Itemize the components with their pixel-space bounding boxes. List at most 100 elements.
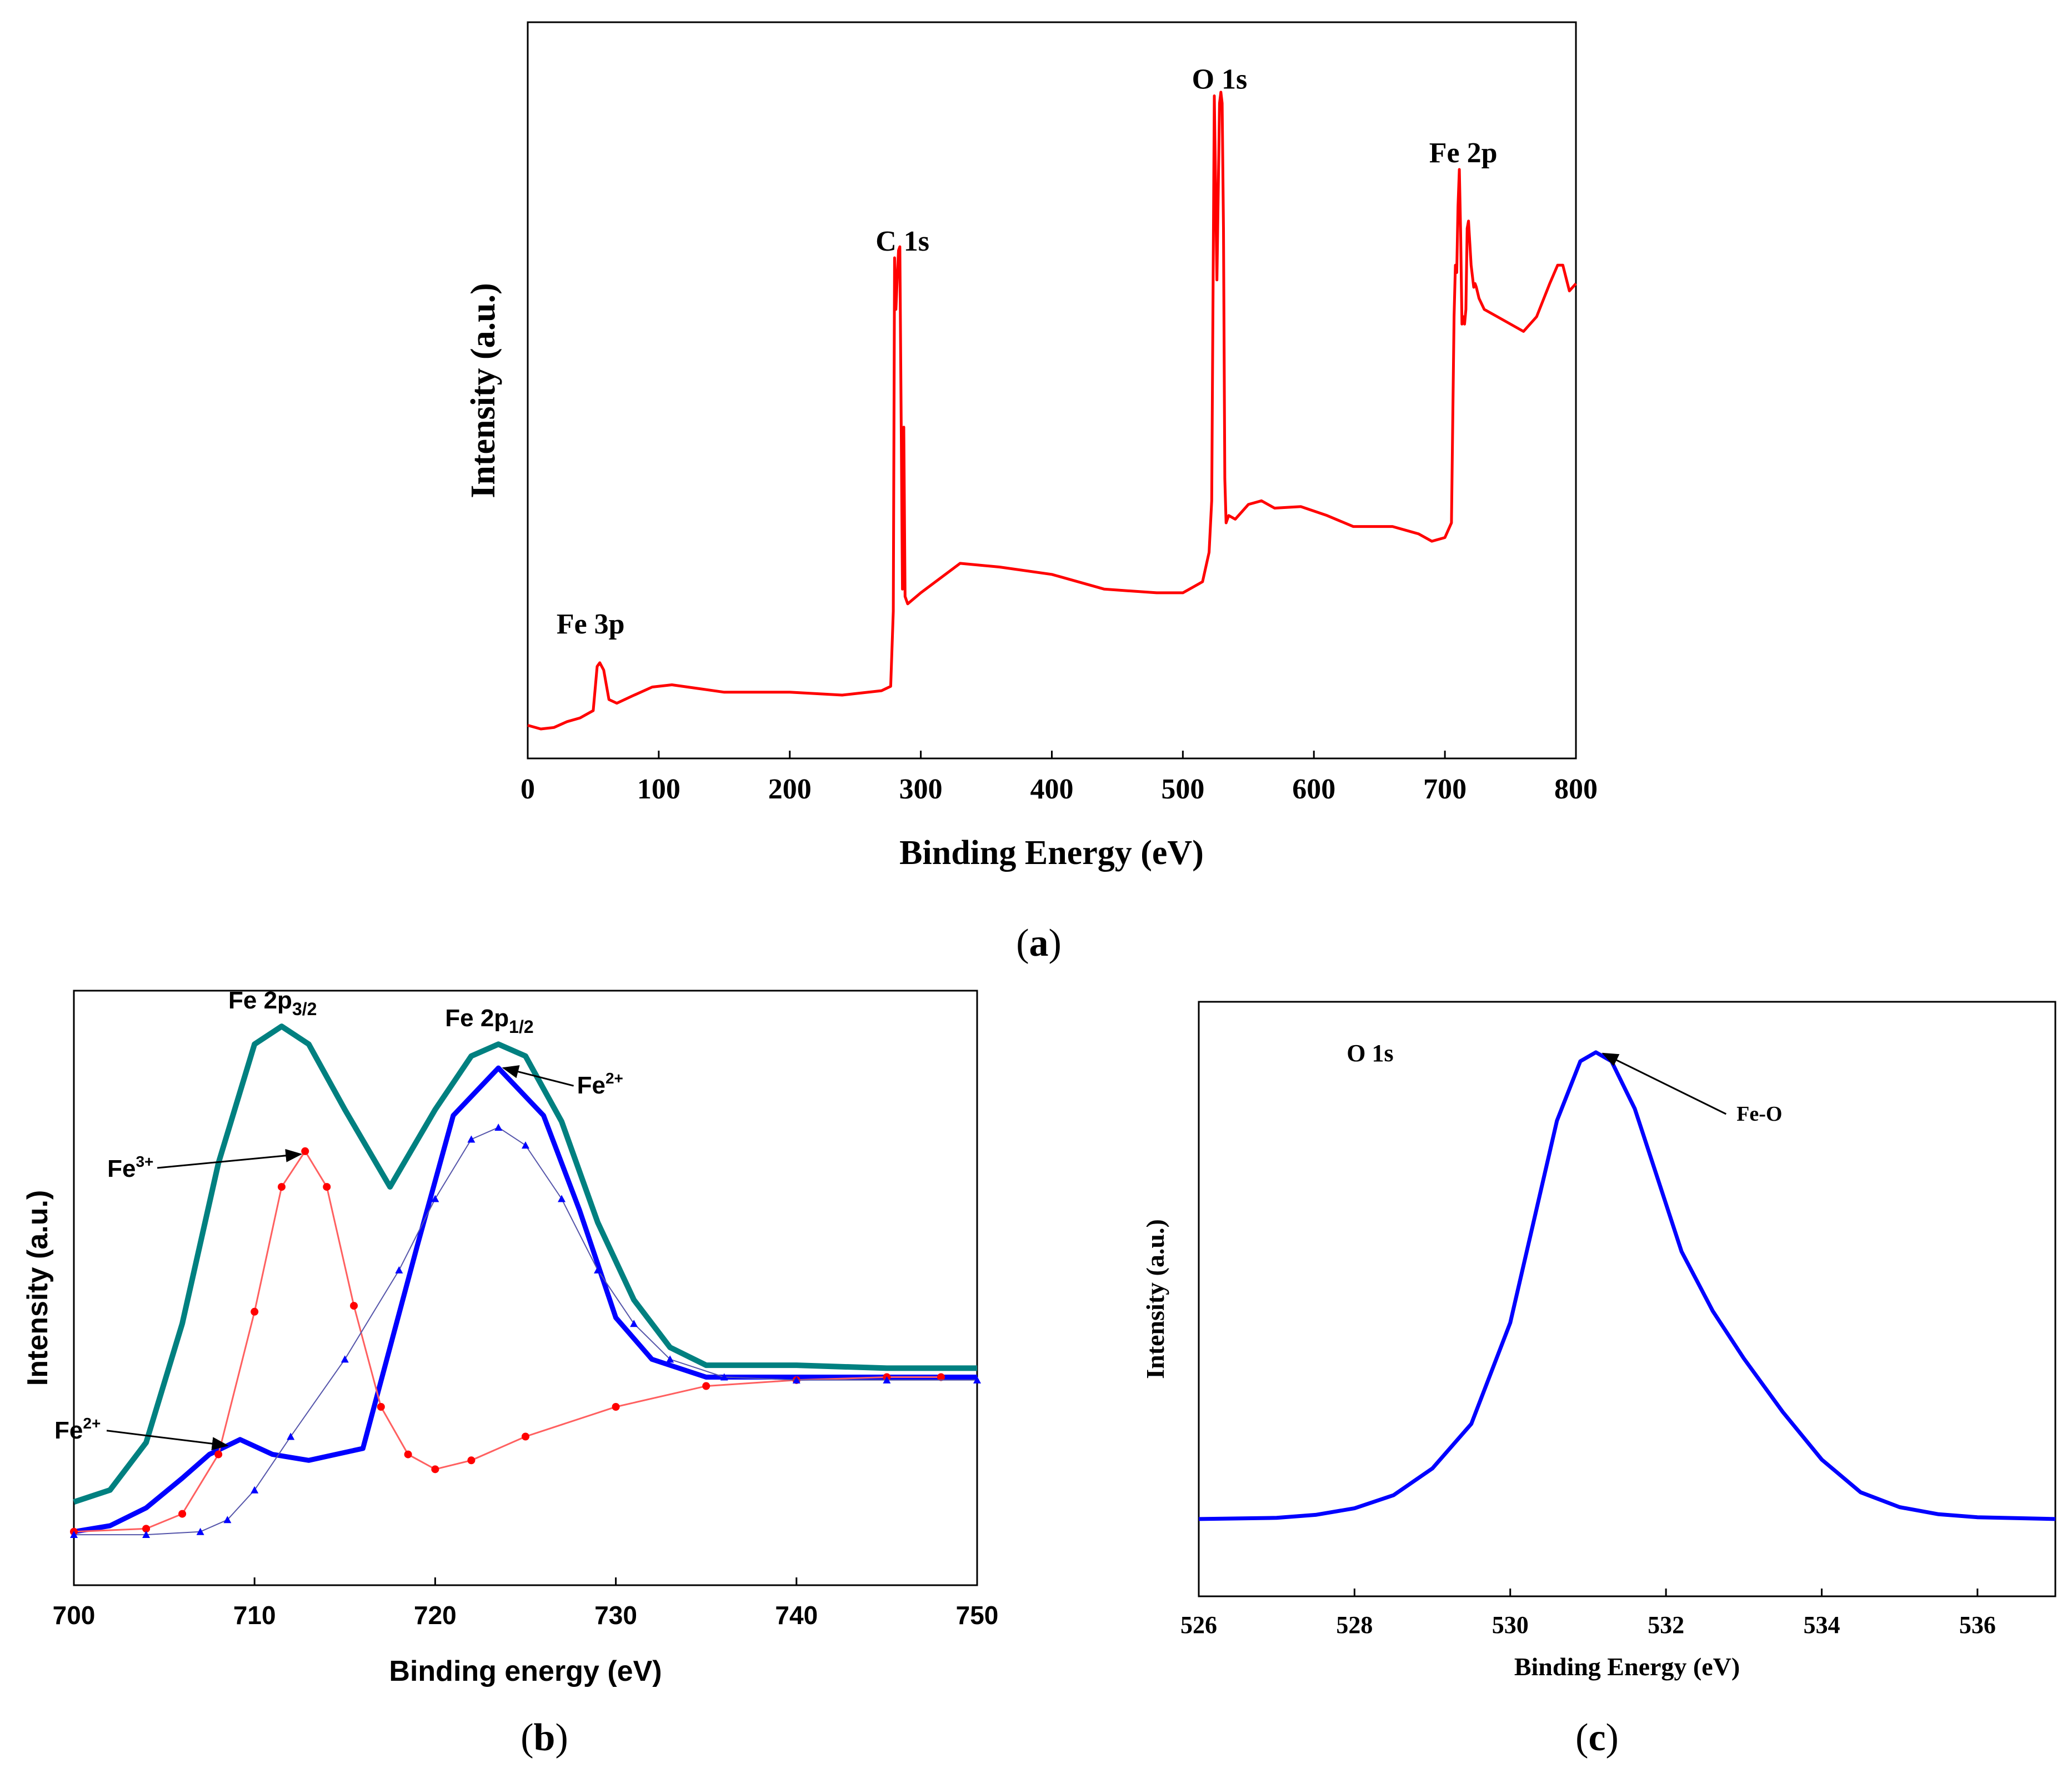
- panel-b-data-point: [404, 1450, 412, 1459]
- panel-b-x-tick-label: 730: [594, 1601, 637, 1630]
- panel-b-data-point: [323, 1183, 331, 1191]
- panel-b-data-point: [522, 1432, 529, 1441]
- panel-c: 526 528 530 532 534 536 O 1s Fe-O Binding Ener…: [1141, 1001, 2056, 1759]
- panel-a-peak-label: O 1s: [1192, 63, 1248, 95]
- panel-b-data-point: [630, 1320, 638, 1327]
- panel-b-data-point: [431, 1195, 439, 1202]
- panel-b-data-point: [196, 1527, 204, 1535]
- panel-b-data-point: [214, 1450, 223, 1459]
- panel-c-arrow: [1601, 1052, 1726, 1115]
- panel-b-x-label: Binding energy (eV): [389, 1655, 662, 1687]
- panel-c-x-tick-label: 532: [1648, 1611, 1684, 1639]
- panel-a: 0 100 200 300 400 500 600 700 800 Fe 3pC 1sO 1sF…: [464, 21, 1598, 965]
- panel-a-peak-label: Fe 2p: [1429, 137, 1498, 169]
- panel-b-label-superscript: 3+: [136, 1153, 153, 1170]
- panel-b-annotations: Fe 2p3/2 Fe 2p1/2 Fe3+ Fe2+ Fe2+: [54, 987, 623, 1451]
- panel-b-data-point: [350, 1302, 358, 1310]
- panel-b-series-line: [73, 1150, 941, 1533]
- panel-b-label-subscript: 3/2: [292, 999, 317, 1019]
- panel-b-data-point: [522, 1141, 529, 1149]
- panel-a-annotations: Fe 3p C 1s O 1s Fe 2p: [557, 63, 1498, 640]
- panel-b-x-tick-label: 700: [53, 1601, 96, 1630]
- panel-b-data-point: [301, 1147, 309, 1155]
- panel-c-x-label: Binding Energy (eV): [1514, 1652, 1740, 1681]
- panel-b-label-superscript: 2+: [83, 1415, 101, 1432]
- panel-b-data-point: [341, 1355, 349, 1363]
- panel-c-caption: (c): [1575, 1716, 1619, 1759]
- panel-a-x-ticks: 0 100 200 300 400 500 600 700 800: [520, 751, 1598, 805]
- panel-b-data-point: [277, 1183, 286, 1191]
- panel-b-data-point: [594, 1266, 602, 1273]
- panel-b-data-point: [431, 1465, 439, 1474]
- panel-b-data-point: [178, 1510, 187, 1518]
- panel-b-data-point: [467, 1456, 476, 1465]
- panel-b-data-point: [883, 1376, 891, 1384]
- panel-c-x-ticks: 526 528 530 532 534 536: [1180, 1589, 1996, 1639]
- panel-b-peak-label: Fe2+: [577, 1070, 623, 1099]
- panel-b-data-point: [720, 1373, 728, 1381]
- panel-b-data-point: [494, 1123, 503, 1131]
- panel-b-data-point: [395, 1266, 403, 1273]
- panel-a-x-tick-label: 600: [1292, 773, 1335, 805]
- panel-b-data-point: [467, 1135, 476, 1143]
- panel-a-x-tick-label: 0: [520, 773, 535, 805]
- panel-a-x-tick-label: 300: [899, 773, 943, 805]
- panel-b-plot-frame: [73, 990, 978, 1586]
- panel-b-y-label: Intensity (a.u.): [22, 1190, 54, 1386]
- panel-c-x-tick-label: 536: [1959, 1611, 1996, 1639]
- panel-a-caption: (a): [1016, 922, 1062, 965]
- panel-b-peak-label: Fe3+: [107, 1153, 153, 1182]
- panel-a-survey-line: [527, 91, 1577, 731]
- panel-b-data-point: [558, 1195, 566, 1202]
- panel-a-x-tick-label: 700: [1423, 773, 1467, 805]
- panel-a-peak-label: Fe 3p: [557, 608, 625, 640]
- panel-b-data-point: [251, 1307, 259, 1316]
- panel-c-x-tick-label: 526: [1180, 1611, 1217, 1639]
- panel-c-peak-label: Fe-O: [1736, 1102, 1782, 1126]
- panel-b-data-point: [666, 1355, 674, 1363]
- panel-b-data-point: [223, 1516, 232, 1524]
- panel-c-y-label: Intensity (a.u.): [1141, 1219, 1169, 1379]
- panel-b-arrow: [502, 1065, 574, 1087]
- panel-a-y-label: Intensity (a.u.): [464, 283, 502, 498]
- panel-a-plot-frame: [527, 21, 1577, 760]
- panel-c-region-label: O 1s: [1347, 1040, 1393, 1067]
- panel-b-data-point: [251, 1486, 259, 1494]
- panel-b-x-tick-label: 720: [414, 1601, 457, 1630]
- panel-a-x-tick-label: 400: [1030, 773, 1074, 805]
- panel-b-series-line: [74, 1126, 977, 1536]
- panel-b-peak-label: Fe2+: [54, 1415, 101, 1444]
- panel-b-data-point: [70, 1531, 78, 1539]
- panel-a-x-tick-label: 200: [768, 773, 812, 805]
- panel-b-x-tick-label: 750: [956, 1601, 999, 1630]
- panel-c-o1s-line: [1198, 1050, 2056, 1521]
- panel-b-arrow: [157, 1148, 303, 1169]
- panel-b-data-point: [142, 1531, 151, 1539]
- panel-b-x-tick-label: 740: [775, 1601, 818, 1630]
- panel-c-x-tick-label: 534: [1803, 1611, 1840, 1639]
- panel-b-data-point: [612, 1403, 620, 1411]
- panel-b-series-line: [73, 1065, 977, 1535]
- panel-b-data-point: [702, 1382, 710, 1390]
- panel-b-peak-label: Fe 2p3/2: [228, 987, 317, 1019]
- panel-b-series-line: [73, 1023, 977, 1505]
- panel-b-series: [70, 1023, 981, 1539]
- panel-a-x-label: Binding Energy (eV): [899, 834, 1204, 872]
- panel-a-x-tick-label: 800: [1554, 773, 1598, 805]
- panel-b: 700 710 720 730 740 750 Fe 2p3/2 Fe 2p1/2Fe3+F…: [22, 987, 998, 1759]
- panel-a-x-tick-label: 100: [637, 773, 680, 805]
- panel-b-caption-letter: b: [534, 1716, 555, 1759]
- panel-b-x-ticks: 700 710 720 730 740 750: [53, 1577, 999, 1630]
- panel-a-peak-label: C 1s: [875, 226, 929, 257]
- panel-a-x-tick-label: 500: [1161, 773, 1204, 805]
- panel-b-data-point: [142, 1525, 151, 1533]
- panel-b-peak-label: Fe 2p1/2: [445, 1005, 533, 1037]
- panel-b-label-superscript: 2+: [605, 1070, 623, 1087]
- panel-b-data-point: [792, 1376, 800, 1384]
- panel-b-data-point: [377, 1403, 385, 1411]
- panel-c-caption-letter: c: [1588, 1716, 1605, 1759]
- panel-b-label-subscript: 1/2: [509, 1017, 533, 1037]
- panel-c-x-tick-label: 528: [1336, 1611, 1373, 1639]
- panel-a-caption-letter: a: [1029, 922, 1049, 965]
